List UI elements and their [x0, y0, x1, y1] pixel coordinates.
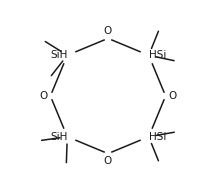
Text: O: O: [168, 91, 176, 101]
Text: O: O: [104, 156, 112, 166]
Text: HSi: HSi: [149, 132, 166, 142]
Text: O: O: [104, 26, 112, 36]
Text: SiH: SiH: [50, 50, 67, 60]
Text: SiH: SiH: [50, 132, 67, 142]
Text: O: O: [40, 91, 48, 101]
Text: HSi: HSi: [149, 50, 166, 60]
